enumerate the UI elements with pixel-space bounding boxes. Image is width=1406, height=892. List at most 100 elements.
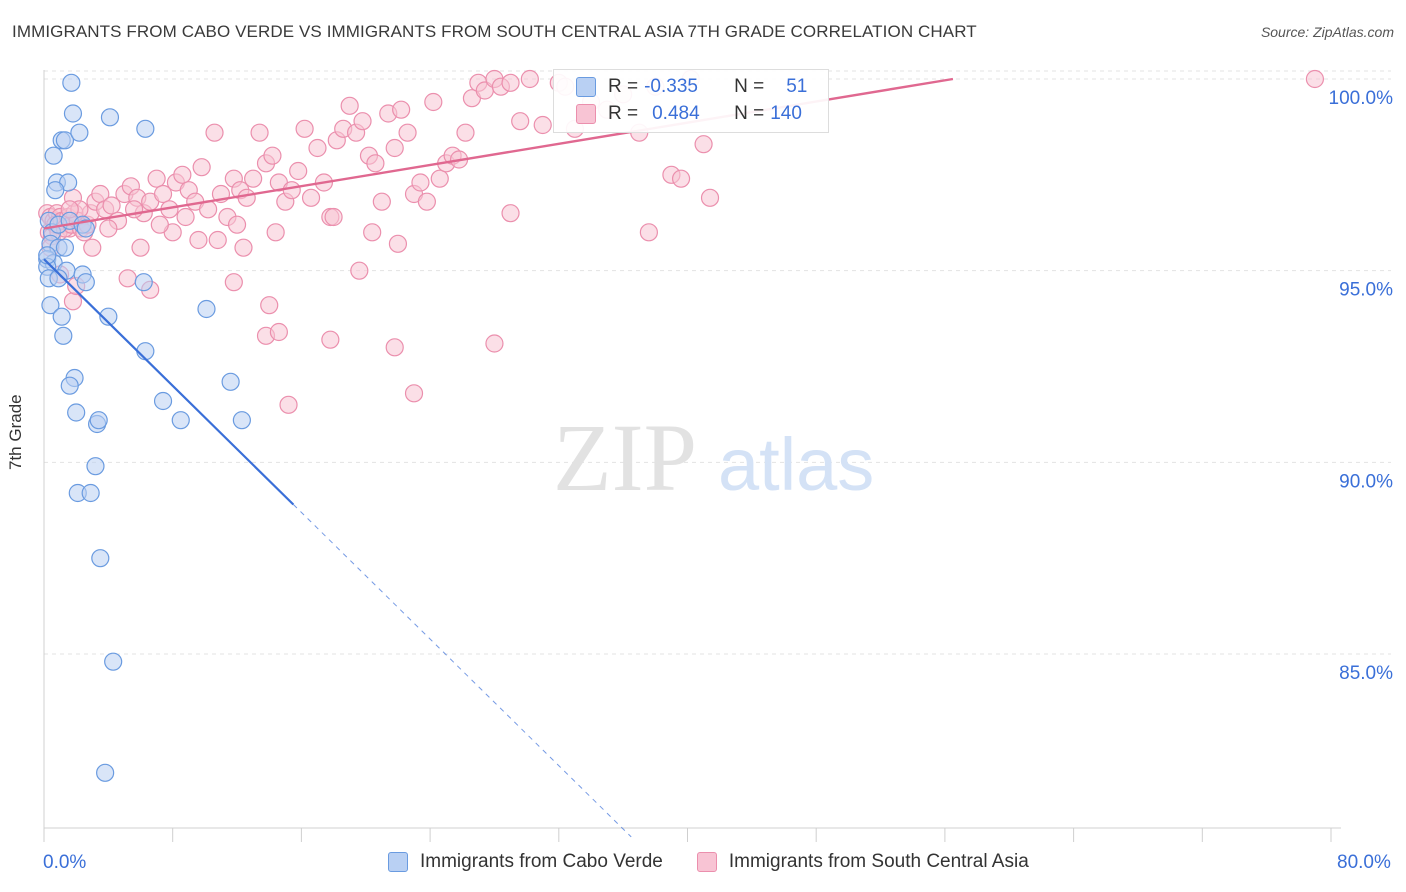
pink-point-127 (189, 230, 208, 250)
pink-point-114 (279, 395, 298, 414)
pink-point-56 (289, 161, 308, 181)
blue-point-30 (52, 307, 71, 326)
pink-point-120 (350, 261, 369, 280)
pink-point-125 (131, 238, 150, 257)
blue-point-25 (49, 269, 68, 288)
legend-pink-r-label: R = (608, 103, 639, 124)
pink-point-88 (501, 73, 520, 92)
legend-swatch-blue (576, 77, 596, 97)
blue-point-46 (81, 483, 100, 503)
blue-point-29 (41, 296, 60, 315)
x-max-label: 80.0% (1337, 852, 1391, 873)
pink-point-50 (250, 123, 269, 142)
pink-point-122 (501, 204, 520, 223)
grid-lines (44, 70, 1391, 655)
watermark-zip: ZIP (553, 404, 697, 511)
pink-point-132 (1305, 69, 1325, 89)
blue-point-32 (197, 299, 216, 319)
pink-point-139 (324, 207, 343, 227)
pink-point-106 (63, 292, 83, 311)
pink-point-71 (385, 138, 404, 158)
y-tick-label-95: 95.0% (1339, 280, 1393, 301)
blue-point-43 (232, 411, 251, 430)
blue-point-34 (136, 342, 155, 361)
legend-swatch-pink (576, 104, 596, 124)
pink-point-48 (237, 188, 256, 207)
pink-point-89 (511, 112, 530, 131)
blue-point-4 (44, 146, 63, 165)
pink-point-138 (266, 223, 285, 242)
pink-point-35 (153, 184, 173, 204)
blue-point-33 (54, 326, 73, 345)
blue-point-48 (104, 652, 123, 671)
pink-point-137 (234, 238, 253, 257)
blue-point-47 (91, 549, 110, 568)
blue-point-38 (153, 391, 173, 411)
blue-point-41 (89, 411, 108, 430)
pink-point-118 (404, 384, 424, 403)
pink-point-91 (533, 115, 552, 135)
pink-point-117 (385, 338, 404, 357)
blue-points-layer (38, 73, 251, 782)
legend-blue-n-label: N = (734, 76, 765, 97)
pink-point-129 (227, 215, 247, 234)
blue-point-6 (100, 108, 120, 127)
blue-point-0 (62, 73, 81, 92)
blue-point-44 (86, 457, 105, 476)
blue-trend-line (43, 258, 295, 506)
blue-point-1 (63, 104, 83, 123)
pink-point-75 (411, 173, 430, 192)
legend-pink-n-value: 140 (770, 103, 802, 124)
y-tick-label-85: 85.0% (1339, 663, 1393, 684)
pink-point-52 (263, 146, 282, 165)
blue-point-28 (134, 273, 153, 292)
pink-point-124 (99, 219, 118, 238)
blue-point-31 (99, 307, 118, 326)
pink-point-121 (363, 223, 382, 242)
pink-point-82 (456, 123, 475, 142)
pink-point-115 (321, 330, 340, 349)
blue-point-37 (221, 372, 240, 391)
pink-point-108 (118, 269, 137, 288)
legend-item-south-central-asia: Immigrants from South Central Asia (696, 851, 1029, 873)
pink-point-104 (700, 188, 720, 207)
legend-pink-n-label: N = (734, 103, 765, 124)
pink-point-128 (208, 230, 227, 250)
blue-point-27 (76, 273, 95, 292)
axes (43, 70, 1341, 842)
pink-point-130 (83, 238, 102, 257)
blue-point-7 (136, 119, 155, 138)
legend-label-south-central-asia: Immigrants from South Central Asia (728, 851, 1029, 872)
y-tick-labels: 85.0% 90.0% 95.0% 100.0% (1329, 88, 1394, 684)
pink-point-123 (639, 223, 658, 242)
pink-point-55 (282, 181, 301, 200)
watermark: ZIP atlas (553, 404, 874, 511)
pink-point-111 (260, 296, 279, 315)
blue-point-42 (171, 411, 190, 430)
pink-point-43 (205, 123, 224, 142)
blue-trend-extension (293, 504, 632, 838)
pink-point-27 (102, 196, 121, 215)
legend-row-blue: R = -0.335 N = 51 (576, 74, 807, 100)
pink-point-101 (671, 169, 691, 188)
pink-point-49 (244, 169, 263, 188)
pink-point-72 (392, 100, 411, 119)
pink-point-59 (308, 138, 327, 158)
blue-point-10 (46, 181, 65, 200)
pink-point-41 (192, 158, 211, 177)
y-axis-title: 7th Grade (6, 394, 25, 470)
blue-point-19 (55, 238, 75, 257)
pink-point-66 (353, 112, 372, 131)
blue-point-16 (76, 219, 95, 238)
x-min-label: 0.0% (43, 852, 87, 873)
legend-item-cabo-verde: Immigrants from Cabo Verde (388, 851, 663, 873)
pink-point-57 (295, 119, 314, 138)
legend-swatch-south-central-asia (696, 852, 717, 872)
series-legend: Immigrants from Cabo Verde Immigrants fr… (388, 851, 1063, 873)
legend-blue-r-value: -0.335 (644, 76, 698, 97)
pink-point-38 (173, 165, 192, 184)
y-tick-label-100: 100.0% (1329, 88, 1394, 109)
pink-point-103 (694, 135, 713, 154)
pink-point-116 (388, 234, 408, 253)
legend-row-pink: R = 0.484 N = 140 (576, 101, 802, 127)
